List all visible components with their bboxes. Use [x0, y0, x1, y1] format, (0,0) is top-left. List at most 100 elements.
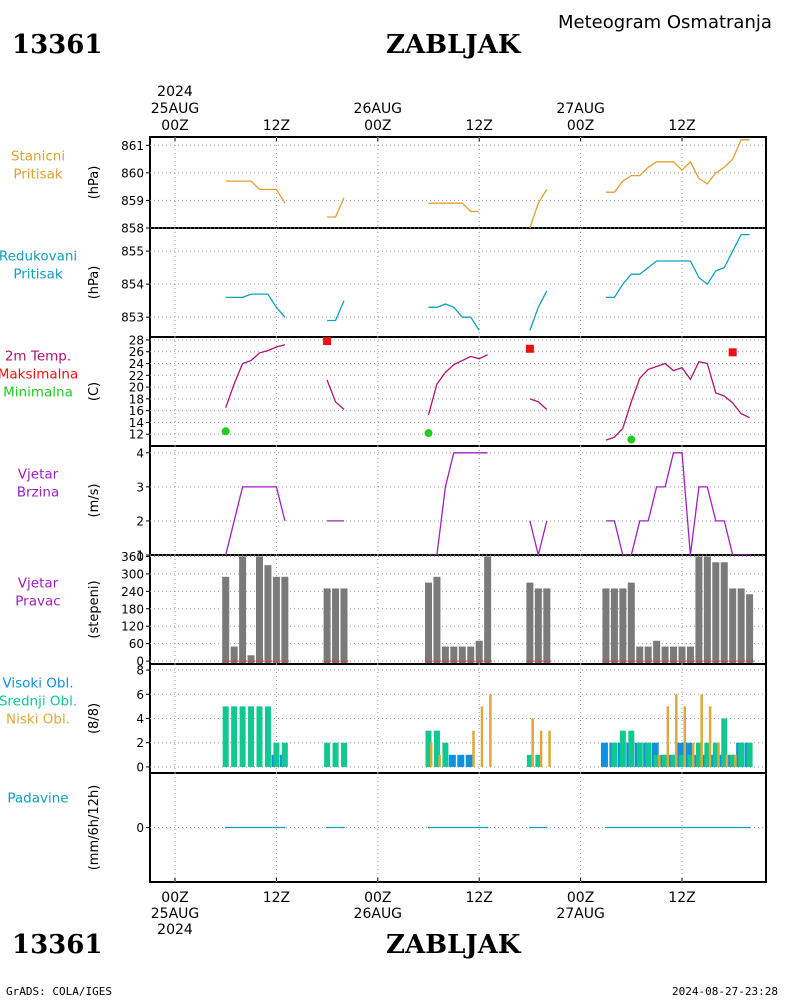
wind-dir-bar — [729, 588, 737, 664]
wind-dir-bar — [467, 646, 475, 664]
cloud-bar-1 — [248, 706, 255, 767]
y-tick-label: 2 — [136, 514, 144, 528]
wind-dir-bar — [619, 588, 627, 664]
panel-label: Vjetar — [18, 576, 59, 592]
cloud-bar-0 — [600, 742, 608, 767]
cloud-bar-2 — [700, 694, 703, 767]
y-axis-label: (m/s) — [87, 484, 102, 518]
series-line — [606, 452, 750, 555]
time-label-bottom: 00Z — [161, 890, 188, 906]
y-tick-label: 860 — [121, 166, 144, 180]
y-tick-label: 360 — [121, 550, 144, 564]
cloud-bar-1 — [712, 742, 719, 767]
y-tick-label: 22 — [129, 369, 144, 383]
wind-dir-bar — [636, 646, 644, 664]
wind-dir-bar — [484, 556, 492, 664]
series-line — [225, 180, 286, 204]
y-tick-label: 858 — [121, 222, 144, 236]
panel-label: Visoki Obl. — [2, 676, 73, 692]
y-tick-label: 20 — [129, 381, 144, 395]
precip-point — [343, 826, 345, 829]
time-label-top: 2024 — [157, 84, 193, 100]
wind-dir-bar — [433, 576, 441, 664]
cloud-bar-2 — [717, 742, 720, 767]
time-label-bottom: 2024 — [157, 922, 193, 938]
time-label-top: 12Z — [668, 118, 695, 134]
wind-dir-bar — [686, 646, 694, 664]
precip-point — [427, 826, 430, 829]
cloud-bar-1 — [611, 742, 618, 767]
precip-point — [326, 826, 328, 829]
cloud-bar-2 — [725, 754, 729, 767]
wind-dir-bar — [239, 556, 247, 664]
y-axis-label: (stepeni) — [87, 580, 102, 638]
wind-dir-bar — [543, 588, 551, 664]
y-tick-label: 859 — [121, 194, 144, 208]
series-line — [428, 202, 480, 213]
time-label-bottom: 26AUG — [354, 906, 403, 922]
cloud-bar-2 — [472, 730, 475, 767]
panel-wind-speed: 1 2 3 4 Vjetar Brzina (m/s) — [17, 446, 766, 563]
panel-label: Stanicni — [11, 149, 65, 165]
wind-dir-bar — [720, 562, 728, 664]
cloud-bar-1 — [746, 742, 753, 767]
cloud-bar-0 — [457, 754, 465, 767]
cloud-bar-2 — [691, 742, 695, 767]
min-temp-marker — [627, 435, 636, 444]
cloud-bar-2 — [708, 706, 712, 767]
wind-dir-bar — [661, 646, 669, 664]
y-tick-label: 853 — [121, 311, 144, 325]
series-line — [605, 360, 750, 441]
min-temp-marker — [424, 429, 433, 438]
product-title: Meteogram Osmatranja — [558, 12, 772, 33]
panel-wind-direction: 0 60 120 180 240 300 360 Vjetar Pravac (stepeni) — [15, 550, 766, 669]
y-tick-label: 854 — [121, 278, 144, 292]
cloud-bar-1 — [332, 742, 339, 767]
cloud-bar-1 — [679, 754, 685, 767]
panel-marks — [222, 556, 755, 664]
cloud-bar-2 — [666, 706, 670, 767]
cloud-bar-1 — [738, 742, 745, 767]
wind-dir-bar — [340, 588, 348, 664]
wind-dir-bar — [737, 588, 745, 664]
wind-dir-bar — [703, 556, 711, 664]
cloud-bar-1 — [653, 754, 660, 767]
cloud-bar-1 — [273, 742, 280, 767]
min-temp-marker — [221, 427, 230, 436]
panel-label: Srednji Obl. — [0, 694, 77, 710]
panel-label: Pravac — [15, 594, 60, 610]
y-tick-label: 120 — [121, 620, 144, 634]
series-line — [529, 398, 548, 410]
cloud-bar-1 — [231, 706, 238, 767]
y-axis-label: (mm/6h/12h) — [87, 785, 102, 871]
y-tick-label: 0 — [136, 760, 144, 774]
panel-label: Redukovani — [0, 249, 77, 265]
y-tick-label: 3 — [136, 480, 144, 494]
wind-dir-bar — [475, 640, 483, 664]
wind-dir-bar — [534, 588, 542, 664]
wind-dir-bar — [323, 588, 331, 664]
wind-dir-bar — [425, 582, 432, 664]
series-line — [529, 189, 548, 228]
y-axis-label: (8/8) — [87, 703, 102, 734]
cloud-bar-1 — [425, 730, 432, 767]
time-label-top: 00Z — [567, 118, 594, 134]
cloud-bar-2 — [489, 694, 492, 767]
cloud-bar-1 — [256, 706, 263, 767]
header-station-id: 13361 — [12, 30, 103, 60]
time-label-top: 12Z — [263, 118, 290, 134]
wind-dir-bar — [746, 594, 754, 664]
panel-label: Padavine — [7, 791, 68, 807]
y-tick-label: 28 — [129, 333, 144, 347]
time-label-bottom: 00Z — [567, 890, 594, 906]
time-label-top: 27AUG — [556, 101, 605, 117]
series-line — [326, 379, 345, 410]
wind-dir-bar — [272, 576, 280, 664]
cloud-bar-1 — [662, 754, 669, 767]
cloud-bar-2 — [734, 754, 737, 767]
cloud-bar-1 — [341, 742, 347, 767]
wind-dir-bar — [602, 588, 610, 664]
cloud-bar-2 — [438, 754, 441, 767]
time-label-bottom: 27AUG — [556, 906, 605, 922]
